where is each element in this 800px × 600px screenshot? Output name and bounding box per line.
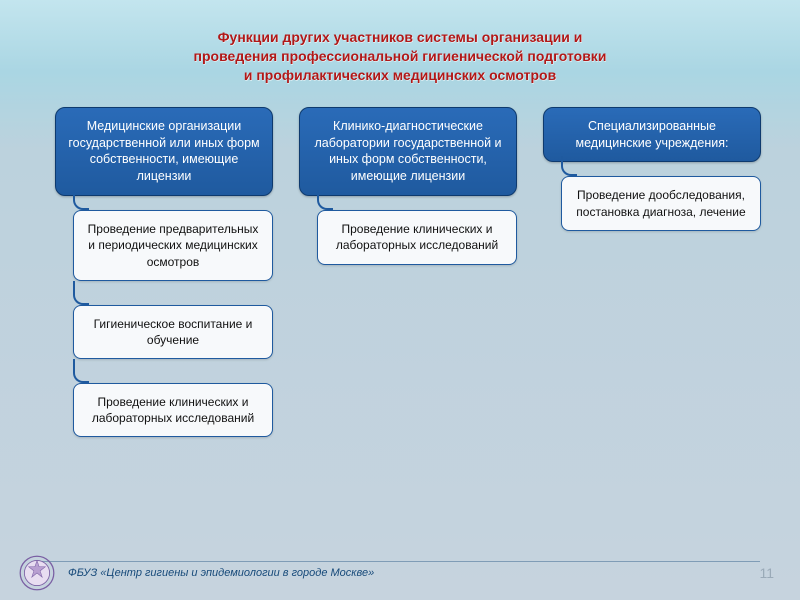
column-1: Медицинские организации государственной … (55, 107, 273, 438)
connector (73, 281, 89, 305)
column-1-sub-3: Проведение клинических и лабораторных ис… (73, 383, 273, 437)
slide: Функции других участников системы органи… (0, 0, 800, 600)
column-1-sub-2: Гигиеническое воспитание и обучение (73, 305, 273, 359)
page-number: 11 (759, 565, 774, 581)
column-3: Специализированные медицинские учреждени… (543, 107, 761, 438)
connector (317, 190, 333, 210)
column-1-header: Медицинские организации государственной … (55, 107, 273, 197)
column-3-header: Специализированные медицинские учреждени… (543, 107, 761, 163)
title-line-1: Функции других участников системы органи… (100, 28, 700, 47)
footer: ФБУЗ «Центр гигиены и эпидемиологии в го… (0, 552, 800, 594)
title-line-2: проведения профессиональной гигиеническо… (100, 47, 700, 66)
column-2-sub-1: Проведение клинических и лабораторных ис… (317, 210, 517, 264)
org-logo-icon (16, 552, 58, 594)
column-2: Клинико-диагностические лаборатории госу… (299, 107, 517, 438)
column-2-header: Клинико-диагностические лаборатории госу… (299, 107, 517, 197)
column-1-sub-1: Проведение предварительных и периодическ… (73, 210, 273, 281)
connector (73, 190, 89, 210)
connector (73, 359, 89, 383)
title-line-3: и профилактических медицинских осмотров (100, 66, 700, 85)
footer-org-text: ФБУЗ «Центр гигиены и эпидемиологии в го… (68, 567, 759, 579)
column-3-sub-1: Проведение дообследования, постановка ди… (561, 176, 761, 230)
title-block: Функции других участников системы органи… (0, 0, 800, 85)
columns-container: Медицинские организации государственной … (0, 85, 800, 438)
connector (561, 156, 577, 176)
